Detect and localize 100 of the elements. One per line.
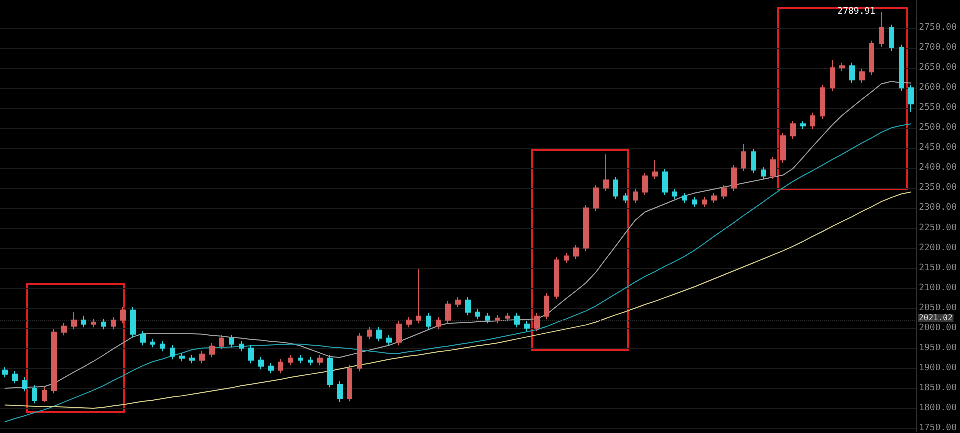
- y-tick-label: 2400.00: [919, 163, 958, 174]
- candlestick: [623, 192, 628, 204]
- candlestick: [308, 356, 313, 366]
- ref-line-label: 2021.02: [919, 313, 953, 322]
- candlestick: [219, 334, 224, 350]
- y-tick-label: 2650.00: [919, 63, 958, 74]
- candlestick: [859, 68, 865, 84]
- candlestick: [376, 326, 382, 342]
- candlestick: [603, 154, 609, 192]
- candlestick: [51, 328, 57, 394]
- candlestick: [209, 342, 215, 358]
- candlestick: [583, 204, 589, 252]
- candlestick: [633, 188, 638, 204]
- candlestick: [810, 112, 815, 130]
- candlestick: [692, 196, 697, 208]
- candlestick: [770, 156, 776, 180]
- y-tick-label: 2500.00: [919, 123, 958, 134]
- candlestick: [721, 184, 727, 200]
- candlestick: [81, 316, 86, 328]
- candlestick: [357, 332, 362, 372]
- candlestick: [455, 296, 461, 308]
- candlestick: [278, 358, 283, 374]
- candlestick: [150, 338, 155, 348]
- candlestick: [298, 354, 303, 364]
- candlestick: [239, 340, 244, 352]
- y-tick-label: 1950.00: [919, 343, 958, 354]
- candlestick: [22, 376, 27, 392]
- candlestick: [761, 166, 766, 180]
- y-tick-label: 2150.00: [919, 263, 958, 274]
- candlestick: [849, 62, 855, 84]
- candlestick: [111, 316, 116, 330]
- candlestick: [42, 386, 47, 403]
- candlestick: [327, 354, 333, 388]
- candlestick: [386, 334, 392, 346]
- candlestick: [465, 296, 471, 316]
- candlestick: [189, 354, 195, 364]
- candlestick: [780, 132, 786, 164]
- candlestick: [593, 184, 599, 212]
- candlestick: [534, 312, 540, 332]
- candlestick: [268, 362, 274, 374]
- candlestick: [160, 340, 165, 352]
- candlestick: [337, 380, 343, 403]
- candlestick: [879, 12, 884, 48]
- y-tick-label: 2550.00: [919, 103, 958, 114]
- candlestick: [416, 268, 421, 324]
- y-tick-label: 2600.00: [919, 83, 958, 94]
- candlestick: [475, 308, 480, 320]
- candlestick: [2, 366, 8, 378]
- candlestick: [426, 312, 431, 330]
- y-tick-label: 2350.00: [919, 183, 958, 194]
- candlestick: [672, 188, 677, 200]
- y-tick-label: 1850.00: [919, 383, 958, 394]
- y-tick-label: 1800.00: [919, 403, 958, 414]
- candlestick: [140, 330, 146, 346]
- candlestick: [613, 176, 618, 200]
- candlestick: [702, 196, 707, 208]
- candlestick: [544, 292, 549, 320]
- candlestick: [889, 24, 894, 52]
- candlestick: [396, 320, 402, 346]
- candlestick: [317, 354, 323, 366]
- line-series: [4, 124, 912, 423]
- candlestick: [830, 60, 835, 92]
- candlestick: [790, 120, 796, 140]
- candlestick: [820, 84, 825, 120]
- candlestick: [800, 120, 806, 130]
- candlestick: [652, 160, 658, 180]
- candlestick: [130, 306, 136, 338]
- candlestick: [406, 316, 412, 328]
- candlestick: [258, 356, 264, 370]
- candlestick: [120, 306, 126, 324]
- candlestick: [524, 320, 530, 332]
- y-tick-label: 2700.00: [919, 43, 958, 54]
- candlestick: [199, 350, 205, 364]
- candlestick: [179, 352, 185, 362]
- candlestick: [514, 312, 520, 328]
- candlestick: [839, 62, 845, 72]
- y-tick-label: 2250.00: [919, 223, 958, 234]
- candlestick: [367, 326, 372, 340]
- candlestick: [564, 252, 569, 264]
- line-series: [4, 192, 912, 409]
- candlestick: [711, 192, 717, 204]
- candlestick: [32, 384, 37, 404]
- candlestick: [908, 84, 914, 113]
- y-tick-label: 1750.00: [919, 424, 958, 433]
- candlestick: [12, 370, 18, 384]
- candlestick: [554, 256, 559, 300]
- candlestick: [445, 300, 451, 324]
- y-tick-label: 2450.00: [919, 143, 958, 154]
- candlestick: [71, 312, 77, 330]
- y-tick-label: 2300.00: [919, 203, 958, 214]
- candlestick: [662, 168, 668, 196]
- candlestick: [682, 192, 687, 204]
- candlestick: [229, 334, 234, 348]
- candlestick: [288, 354, 293, 366]
- y-tick-label: 2100.00: [919, 283, 958, 294]
- candlestick: [573, 244, 579, 260]
- candlestick: [869, 40, 874, 76]
- candlestick: [61, 322, 67, 336]
- candlestick: [485, 312, 490, 324]
- candlestick: [91, 318, 96, 328]
